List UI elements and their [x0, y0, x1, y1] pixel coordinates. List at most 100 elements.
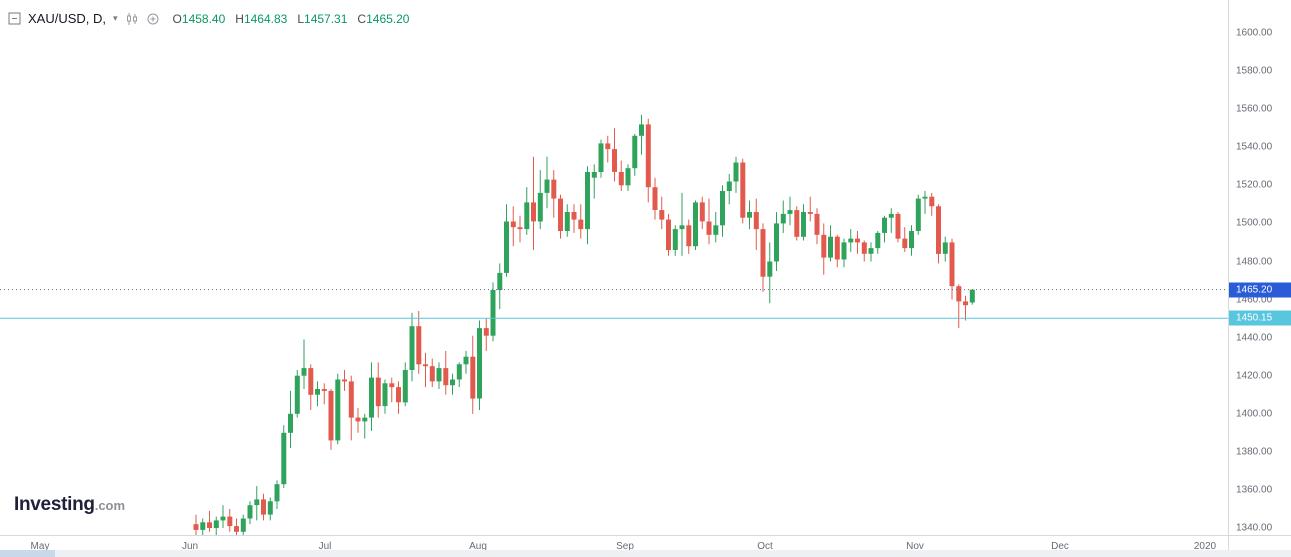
price-tick-label: 1480.00	[1236, 256, 1273, 267]
ohlc-value: 1464.83	[243, 11, 288, 26]
candle-body	[436, 368, 442, 382]
candle-body	[753, 212, 759, 230]
candle-body	[936, 206, 941, 254]
candle-body	[639, 124, 644, 136]
candle-body	[544, 179, 550, 193]
candle-body	[895, 213, 901, 239]
candle-body	[483, 328, 489, 336]
candle-body	[227, 516, 233, 527]
price-tick-label: 1420.00	[1236, 370, 1273, 382]
investing-logo: Investing.com	[14, 494, 125, 516]
candle-body	[855, 238, 860, 243]
candle-body	[240, 518, 246, 532]
candle-body	[470, 356, 476, 399]
chart-legend: XAU/USD, D, ▾ O1458.40 H1464.83 L1457.31 C1…	[8, 11, 409, 26]
ohlc-values: O1458.40 H1464.83 L1457.31 C1465.20	[173, 12, 410, 26]
candle-body	[726, 181, 732, 191]
candle-body	[321, 389, 327, 391]
candle-body	[342, 379, 347, 382]
candle-body	[807, 212, 813, 214]
candle-body	[591, 172, 597, 178]
price-tick-label: 1560.00	[1236, 103, 1273, 115]
candle-body	[882, 217, 887, 233]
candle-body	[713, 225, 719, 235]
ohlc-label: O	[172, 11, 182, 26]
candle-body	[477, 328, 482, 399]
scrollbar-thumb[interactable]	[0, 550, 55, 557]
candle-body	[362, 417, 368, 422]
candle-body	[443, 368, 449, 386]
price-tick-label: 1600.00	[1236, 27, 1273, 39]
candle-body	[963, 301, 968, 306]
candle-body	[375, 377, 381, 407]
candle-body	[828, 236, 833, 258]
candle-body	[699, 202, 705, 222]
candle-body	[213, 520, 219, 528]
candle-body	[355, 417, 361, 422]
price-tick-label: 1340.00	[1236, 522, 1273, 534]
candle-body	[382, 383, 388, 407]
price-tick-label: 1500.00	[1236, 217, 1273, 229]
candle-body	[396, 387, 401, 403]
candle-body	[969, 289, 975, 303]
candle-body	[389, 383, 395, 388]
price-tick-label: 1520.00	[1236, 179, 1273, 191]
candle-body	[861, 242, 867, 254]
candle-body	[497, 272, 503, 290]
candle-body	[666, 219, 671, 251]
candle-body	[760, 229, 766, 277]
candle-body	[706, 221, 712, 235]
candle-body	[929, 196, 935, 207]
ohlc-pair: O1458.40	[173, 12, 226, 26]
price-tick-label: 1440.00	[1236, 332, 1273, 344]
candle-body	[868, 248, 874, 254]
candle-body	[247, 505, 253, 519]
candle-body	[551, 179, 557, 199]
candle-body	[288, 413, 293, 433]
price-tick-label: 1380.00	[1236, 446, 1273, 458]
candlestick-chart[interactable]	[0, 0, 1228, 535]
candle-body	[740, 162, 746, 218]
candle-body	[456, 364, 462, 380]
candle-body	[315, 389, 320, 395]
candle-body	[747, 212, 752, 218]
candle-body	[558, 198, 563, 231]
candle-body	[301, 368, 307, 376]
time-axis-label: Jul	[318, 541, 332, 552]
candle-body	[902, 238, 908, 249]
candle-body	[787, 210, 793, 214]
collapse-legend-icon[interactable]	[8, 12, 21, 25]
ohlc-value: 1457.31	[304, 11, 348, 26]
ohlc-label: L	[297, 11, 305, 26]
candle-body	[949, 242, 955, 287]
candle-body	[720, 191, 725, 226]
candle-body	[537, 192, 543, 222]
candle-body	[254, 499, 260, 506]
candle-body	[531, 202, 536, 222]
candle-body	[423, 364, 428, 367]
candle-body	[875, 232, 881, 249]
horizontal-scrollbar[interactable]	[0, 550, 1291, 557]
candle-body	[281, 432, 287, 485]
compare-icon[interactable]	[146, 12, 160, 26]
candle-body	[335, 379, 341, 441]
candle-body	[402, 370, 408, 403]
dropdown-caret-icon[interactable]: ▾	[113, 13, 118, 23]
candle-body	[605, 143, 611, 150]
candle-body	[571, 212, 577, 220]
candle-body	[693, 202, 698, 247]
candle-body	[848, 238, 854, 243]
candle-body	[274, 484, 280, 502]
time-axis-label: May	[30, 541, 50, 552]
price-axis[interactable]: 1465.20 1450.15 1600.00 1580.00 1560.00 1540.…	[1228, 0, 1291, 535]
candle-body	[585, 172, 590, 230]
candle-body	[659, 210, 665, 220]
time-axis-label: Aug	[469, 541, 487, 552]
time-axis-label: Nov	[906, 541, 924, 552]
symbol-interval-label[interactable]: XAU/USD, D,	[28, 11, 107, 26]
chart-plot-area[interactable]: XAU/USD, D, ▾ O1458.40 H1464.83 L1457.31 C1…	[0, 0, 1228, 535]
candle-body	[416, 326, 422, 365]
candle-body	[598, 143, 604, 172]
chart-style-icon[interactable]	[125, 12, 139, 26]
candle-body	[409, 326, 415, 370]
